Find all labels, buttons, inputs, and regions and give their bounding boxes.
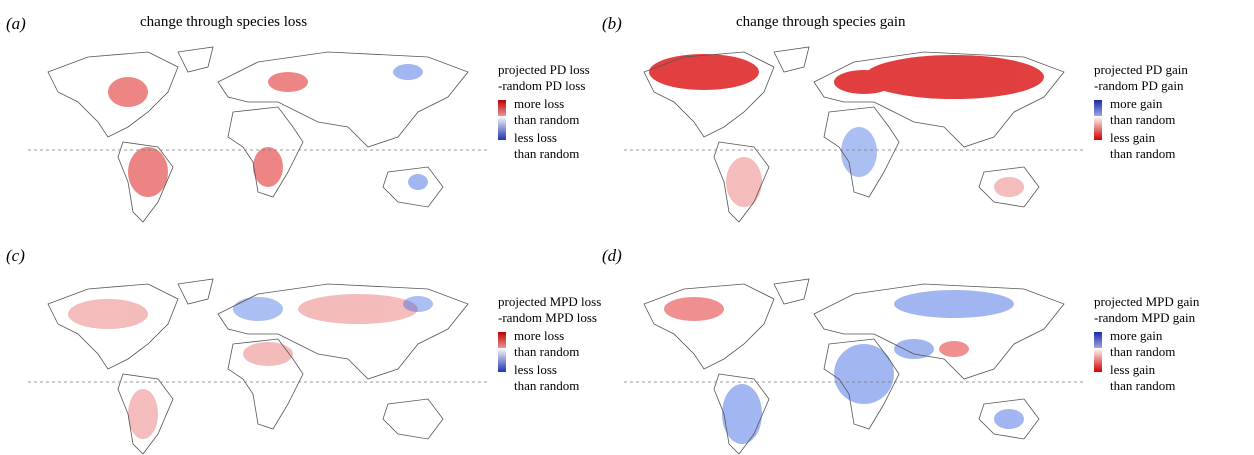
legend: projected PD loss -random PD loss more l… — [498, 62, 590, 162]
legend-text: more gain — [1110, 328, 1163, 343]
legend-text: than random — [514, 146, 580, 161]
legend-text: than random — [514, 378, 580, 393]
legend: projected MPD loss -random MPD loss more… — [498, 294, 601, 394]
panel-a: (a) change through species loss projecte… — [0, 0, 620, 225]
legend-text: than random — [1110, 112, 1176, 127]
legend-item: more gain than random — [1094, 96, 1188, 128]
map — [624, 46, 1084, 223]
map — [624, 278, 1084, 455]
legend-item: more loss than random — [498, 328, 601, 360]
legend-text: than random — [1110, 378, 1176, 393]
legend-title: -random MPD loss — [498, 310, 597, 325]
legend-text: than random — [514, 344, 580, 359]
legend-title: projected PD gain — [1094, 62, 1188, 77]
legend-text: less gain — [1110, 362, 1156, 377]
panel-label: (a) — [6, 14, 26, 33]
panel-label: (d) — [602, 246, 622, 265]
legend-text: than random — [1110, 146, 1176, 161]
legend-title: -random PD gain — [1094, 78, 1184, 93]
legend-text: less loss — [514, 130, 557, 145]
legend-text: less gain — [1110, 130, 1156, 145]
legend: projected MPD gain -random MPD gain more… — [1094, 294, 1199, 394]
panel-b: (b) change through species gain projecte… — [596, 0, 1216, 225]
panel-title: change through species gain — [736, 14, 906, 30]
legend-item: more gain than random — [1094, 328, 1199, 360]
panel-label: (c) — [6, 246, 25, 265]
legend-title: -random MPD gain — [1094, 310, 1196, 325]
legend-text: more gain — [1110, 96, 1163, 111]
legend-title: projected PD loss — [498, 62, 590, 77]
legend-item: more loss than random — [498, 96, 590, 128]
legend-item: less loss than random — [498, 348, 601, 394]
panel-c: (c) projected MPD loss -random MPD loss … — [0, 232, 620, 455]
legend-text: more loss — [514, 328, 565, 343]
legend-item: less gain than random — [1094, 116, 1188, 162]
legend-title: -random PD loss — [498, 78, 586, 93]
map — [28, 278, 488, 455]
legend: projected PD gain -random PD gain more g… — [1094, 62, 1188, 162]
panel-title: change through species loss — [140, 14, 308, 30]
legend-text: more loss — [514, 96, 565, 111]
legend-text: than random — [514, 112, 580, 127]
legend-title: projected MPD gain — [1094, 294, 1200, 309]
legend-text: less loss — [514, 362, 557, 377]
map — [28, 46, 488, 223]
legend-item: less loss than random — [498, 116, 590, 162]
panel-label: (b) — [602, 14, 622, 33]
legend-item: less gain than random — [1094, 348, 1199, 394]
panel-d: (d) projected MPD gain -random MPD gain … — [596, 232, 1216, 455]
legend-text: than random — [1110, 344, 1176, 359]
legend-title: projected MPD loss — [498, 294, 602, 309]
